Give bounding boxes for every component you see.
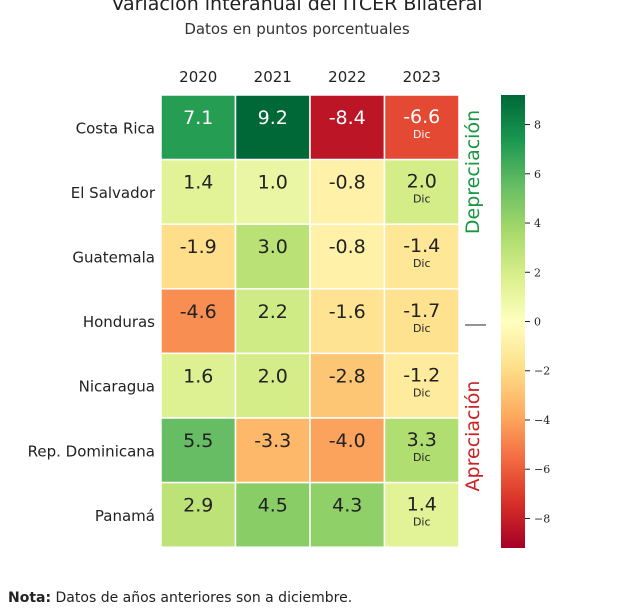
cell-rep-dominicana-2020 bbox=[160, 417, 237, 484]
cell-guatemala-2021 bbox=[234, 223, 311, 290]
cell-value-panama-2020: 2.9 bbox=[183, 495, 213, 517]
cell-costa-rica-2022 bbox=[309, 94, 386, 161]
cell-value-rep-dominicana-2023: 3.3 bbox=[407, 429, 437, 451]
cell-note-el-salvador: Dic bbox=[413, 193, 431, 206]
cell-note-nicaragua: Dic bbox=[413, 386, 431, 399]
cell-value-panama-2022: 4.3 bbox=[332, 495, 362, 517]
cell-value-costa-rica-2021: 9.2 bbox=[258, 107, 288, 129]
cell-honduras-2021 bbox=[234, 288, 311, 355]
colorbar bbox=[501, 95, 525, 548]
row-label-nicaragua: Nicaragua bbox=[79, 378, 155, 396]
depreciation-label: Depreciación bbox=[462, 110, 484, 234]
column-label-2021: 2021 bbox=[254, 68, 292, 86]
cell-value-rep-dominicana-2022: -4.0 bbox=[329, 430, 366, 452]
cell-value-el-salvador-2020: 1.4 bbox=[183, 172, 213, 194]
colorbar-tick-label: 0 bbox=[534, 316, 541, 329]
cell-panama-2020 bbox=[160, 481, 237, 548]
colorbar-tick-label: −6 bbox=[534, 463, 550, 476]
cell-value-nicaragua-2022: -2.8 bbox=[329, 365, 366, 387]
colorbar-ticks: 8 6 4 2 0 −2 −4 −6 −8 bbox=[525, 119, 550, 525]
cell-panama-2022 bbox=[309, 481, 386, 548]
footnote-text: Datos de años anteriores son a diciembre… bbox=[55, 590, 353, 606]
cell-note-guatemala: Dic bbox=[413, 257, 431, 270]
cell-costa-rica-2023 bbox=[383, 94, 460, 161]
cell-value-costa-rica-2022: -8.4 bbox=[329, 107, 366, 129]
cell-value-guatemala-2023: -1.4 bbox=[403, 235, 440, 257]
cell-nicaragua-2022 bbox=[309, 352, 386, 419]
footnote: Nota: Datos de años anteriores son a dic… bbox=[8, 590, 352, 606]
cell-rep-dominicana-2023 bbox=[383, 417, 460, 484]
heatmap-chart: Variación interanual del ITCER Bilateral… bbox=[28, 0, 550, 548]
cell-value-costa-rica-2020: 7.1 bbox=[183, 107, 213, 129]
column-label-2022: 2022 bbox=[328, 68, 366, 86]
cell-rep-dominicana-2022 bbox=[309, 417, 386, 484]
row-label-rep-dominicana: Rep. Dominicana bbox=[28, 442, 155, 460]
footnote-label: Nota: bbox=[8, 590, 52, 606]
cell-costa-rica-2021 bbox=[234, 94, 311, 161]
cell-value-rep-dominicana-2020: 5.5 bbox=[183, 430, 213, 452]
cell-rep-dominicana-2021 bbox=[234, 417, 311, 484]
column-label-2023: 2023 bbox=[403, 68, 441, 86]
cell-value-honduras-2023: -1.7 bbox=[403, 300, 440, 322]
appreciation-label: Apreciación bbox=[462, 381, 484, 492]
row-label-panama: Panamá bbox=[95, 507, 155, 525]
cell-honduras-2023 bbox=[383, 288, 460, 355]
cell-nicaragua-2020 bbox=[160, 352, 237, 419]
row-label-honduras: Honduras bbox=[83, 313, 155, 331]
cell-note-honduras: Dic bbox=[413, 322, 431, 335]
column-labels: 2020 2021 2022 2023 bbox=[179, 68, 441, 86]
row-label-guatemala: Guatemala bbox=[72, 249, 155, 267]
cell-nicaragua-2021 bbox=[234, 352, 311, 419]
cell-note-costa-rica: Dic bbox=[413, 128, 431, 141]
cell-guatemala-2023 bbox=[383, 223, 460, 290]
colorbar-tick-label: 6 bbox=[534, 168, 541, 181]
cell-value-guatemala-2021: 3.0 bbox=[258, 236, 288, 258]
cell-value-honduras-2020: -4.6 bbox=[180, 301, 217, 323]
cell-value-el-salvador-2021: 1.0 bbox=[258, 172, 288, 194]
cell-value-costa-rica-2023: -6.6 bbox=[403, 106, 440, 128]
cell-note-rep-dominicana: Dic bbox=[413, 451, 431, 464]
colorbar-tick-label: −2 bbox=[534, 365, 550, 378]
row-labels: Costa Rica El Salvador Guatemala Honduras Ni… bbox=[28, 119, 156, 525]
row-label-el-salvador: El Salvador bbox=[71, 184, 156, 202]
colorbar-tick-label: −4 bbox=[534, 414, 550, 427]
cell-el-salvador-2021 bbox=[234, 158, 311, 225]
cell-costa-rica-2020 bbox=[160, 94, 237, 161]
colorbar-tick-label: 4 bbox=[534, 217, 541, 230]
cell-value-guatemala-2022: -0.8 bbox=[329, 236, 366, 258]
cell-el-salvador-2023 bbox=[383, 158, 460, 225]
cell-panama-2023 bbox=[383, 481, 460, 548]
cell-nicaragua-2023 bbox=[383, 352, 460, 419]
cell-value-nicaragua-2021: 2.0 bbox=[258, 365, 288, 387]
colorbar-tick-label: 2 bbox=[534, 266, 541, 279]
colorbar-tick-label: −8 bbox=[534, 512, 550, 525]
cell-value-panama-2021: 4.5 bbox=[258, 495, 288, 517]
chart-title: Variación interanual del ITCER Bilateral bbox=[111, 0, 482, 15]
cell-value-honduras-2022: -1.6 bbox=[329, 301, 366, 323]
cell-value-el-salvador-2022: -0.8 bbox=[329, 172, 366, 194]
cell-value-panama-2023: 1.4 bbox=[407, 494, 437, 516]
colorbar-tick-label: 8 bbox=[534, 119, 541, 132]
cell-value-rep-dominicana-2021: -3.3 bbox=[254, 430, 291, 452]
cell-value-nicaragua-2023: -1.2 bbox=[403, 364, 440, 386]
column-label-2020: 2020 bbox=[179, 68, 217, 86]
chart-subtitle: Datos en puntos porcentuales bbox=[184, 20, 410, 38]
cell-value-guatemala-2020: -1.9 bbox=[180, 236, 217, 258]
cell-value-honduras-2021: 2.2 bbox=[258, 301, 288, 323]
cell-value-nicaragua-2020: 1.6 bbox=[183, 365, 213, 387]
cell-note-panama: Dic bbox=[413, 516, 431, 529]
row-label-costa-rica: Costa Rica bbox=[76, 119, 155, 137]
cell-value-el-salvador-2023: 2.0 bbox=[407, 171, 437, 193]
